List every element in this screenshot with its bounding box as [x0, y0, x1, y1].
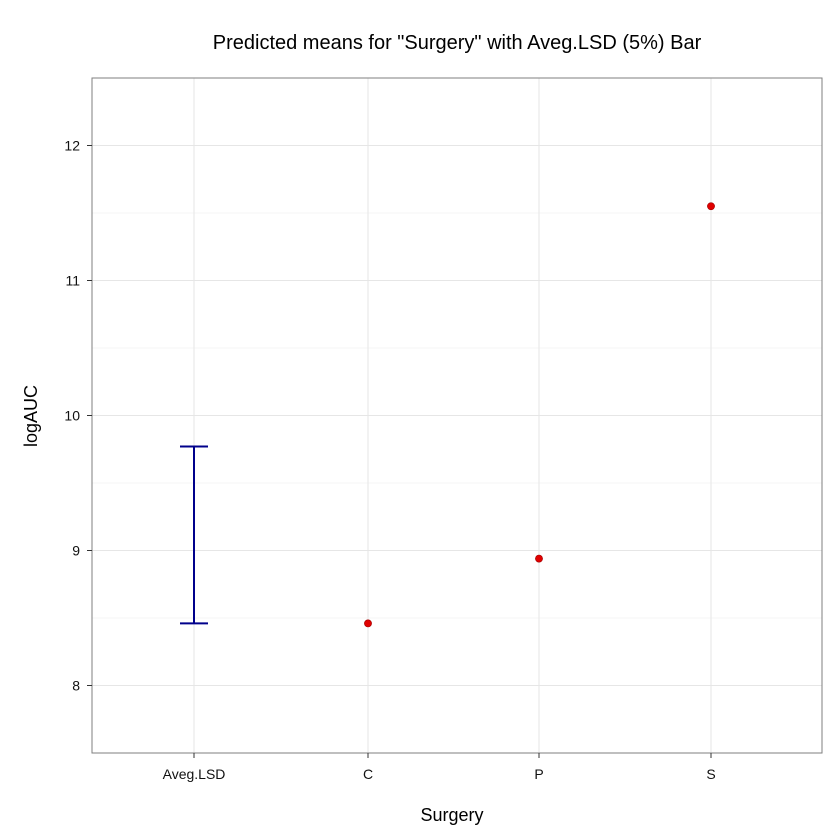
y-tick-label: 10: [64, 408, 80, 424]
x-axis-title: Surgery: [420, 805, 483, 825]
x-tick-label: P: [534, 766, 543, 782]
x-tick-label: Aveg.LSD: [163, 766, 226, 782]
y-tick-label: 11: [65, 273, 80, 289]
x-tick-label: S: [706, 766, 715, 782]
y-axis-title: logAUC: [21, 385, 41, 447]
y-axis-ticks: 8 9 10 11 12: [64, 138, 92, 694]
chart-title: Predicted means for "Surgery" with Aveg.…: [213, 32, 702, 54]
grid-lines: [92, 77, 822, 754]
lsd-error-bar: [180, 445, 208, 625]
y-tick-label: 8: [72, 678, 80, 694]
x-tick-label: C: [363, 766, 373, 782]
predicted-mean-point-s: [707, 202, 715, 211]
plot-marks: [180, 202, 715, 628]
x-axis-ticks: Aveg.LSD C P S: [163, 753, 716, 782]
y-tick-label: 9: [72, 543, 80, 559]
y-tick-label: 12: [64, 138, 80, 154]
predicted-mean-point-p: [535, 554, 543, 563]
predicted-mean-point-c: [364, 619, 372, 628]
